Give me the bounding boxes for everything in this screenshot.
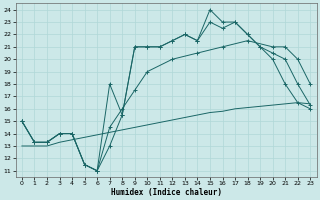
X-axis label: Humidex (Indice chaleur): Humidex (Indice chaleur) — [111, 188, 221, 197]
